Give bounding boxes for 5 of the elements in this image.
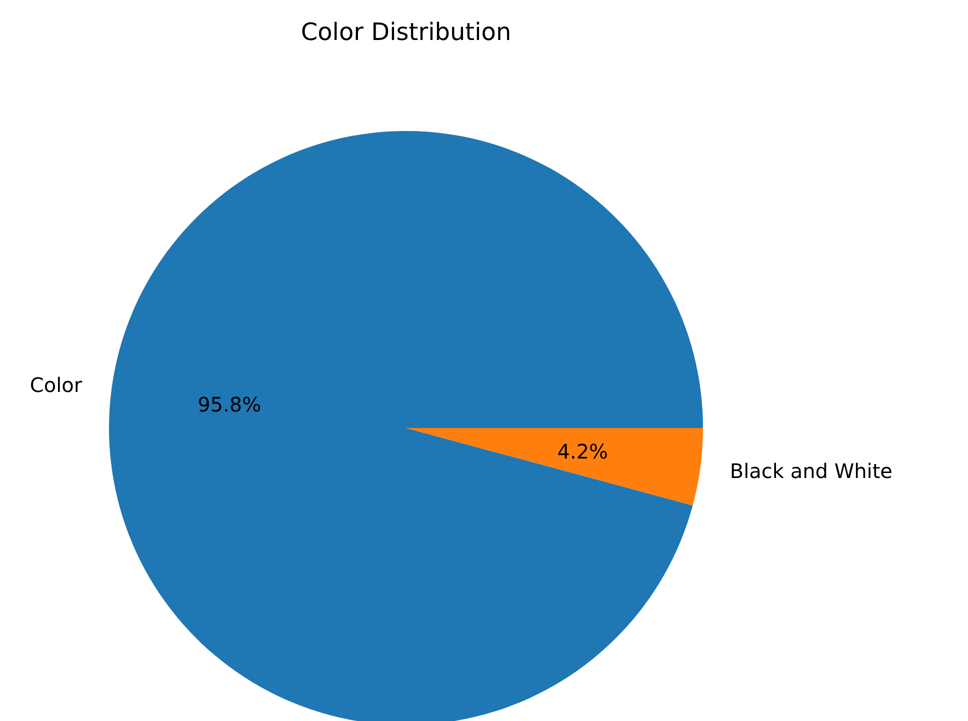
slice-label: Color <box>30 373 83 398</box>
chart-title: Color Distribution <box>300 18 512 46</box>
data-label: 4.2% <box>557 439 608 464</box>
slice-label: Black and White <box>730 458 892 483</box>
data-label: 95.8% <box>198 392 262 417</box>
